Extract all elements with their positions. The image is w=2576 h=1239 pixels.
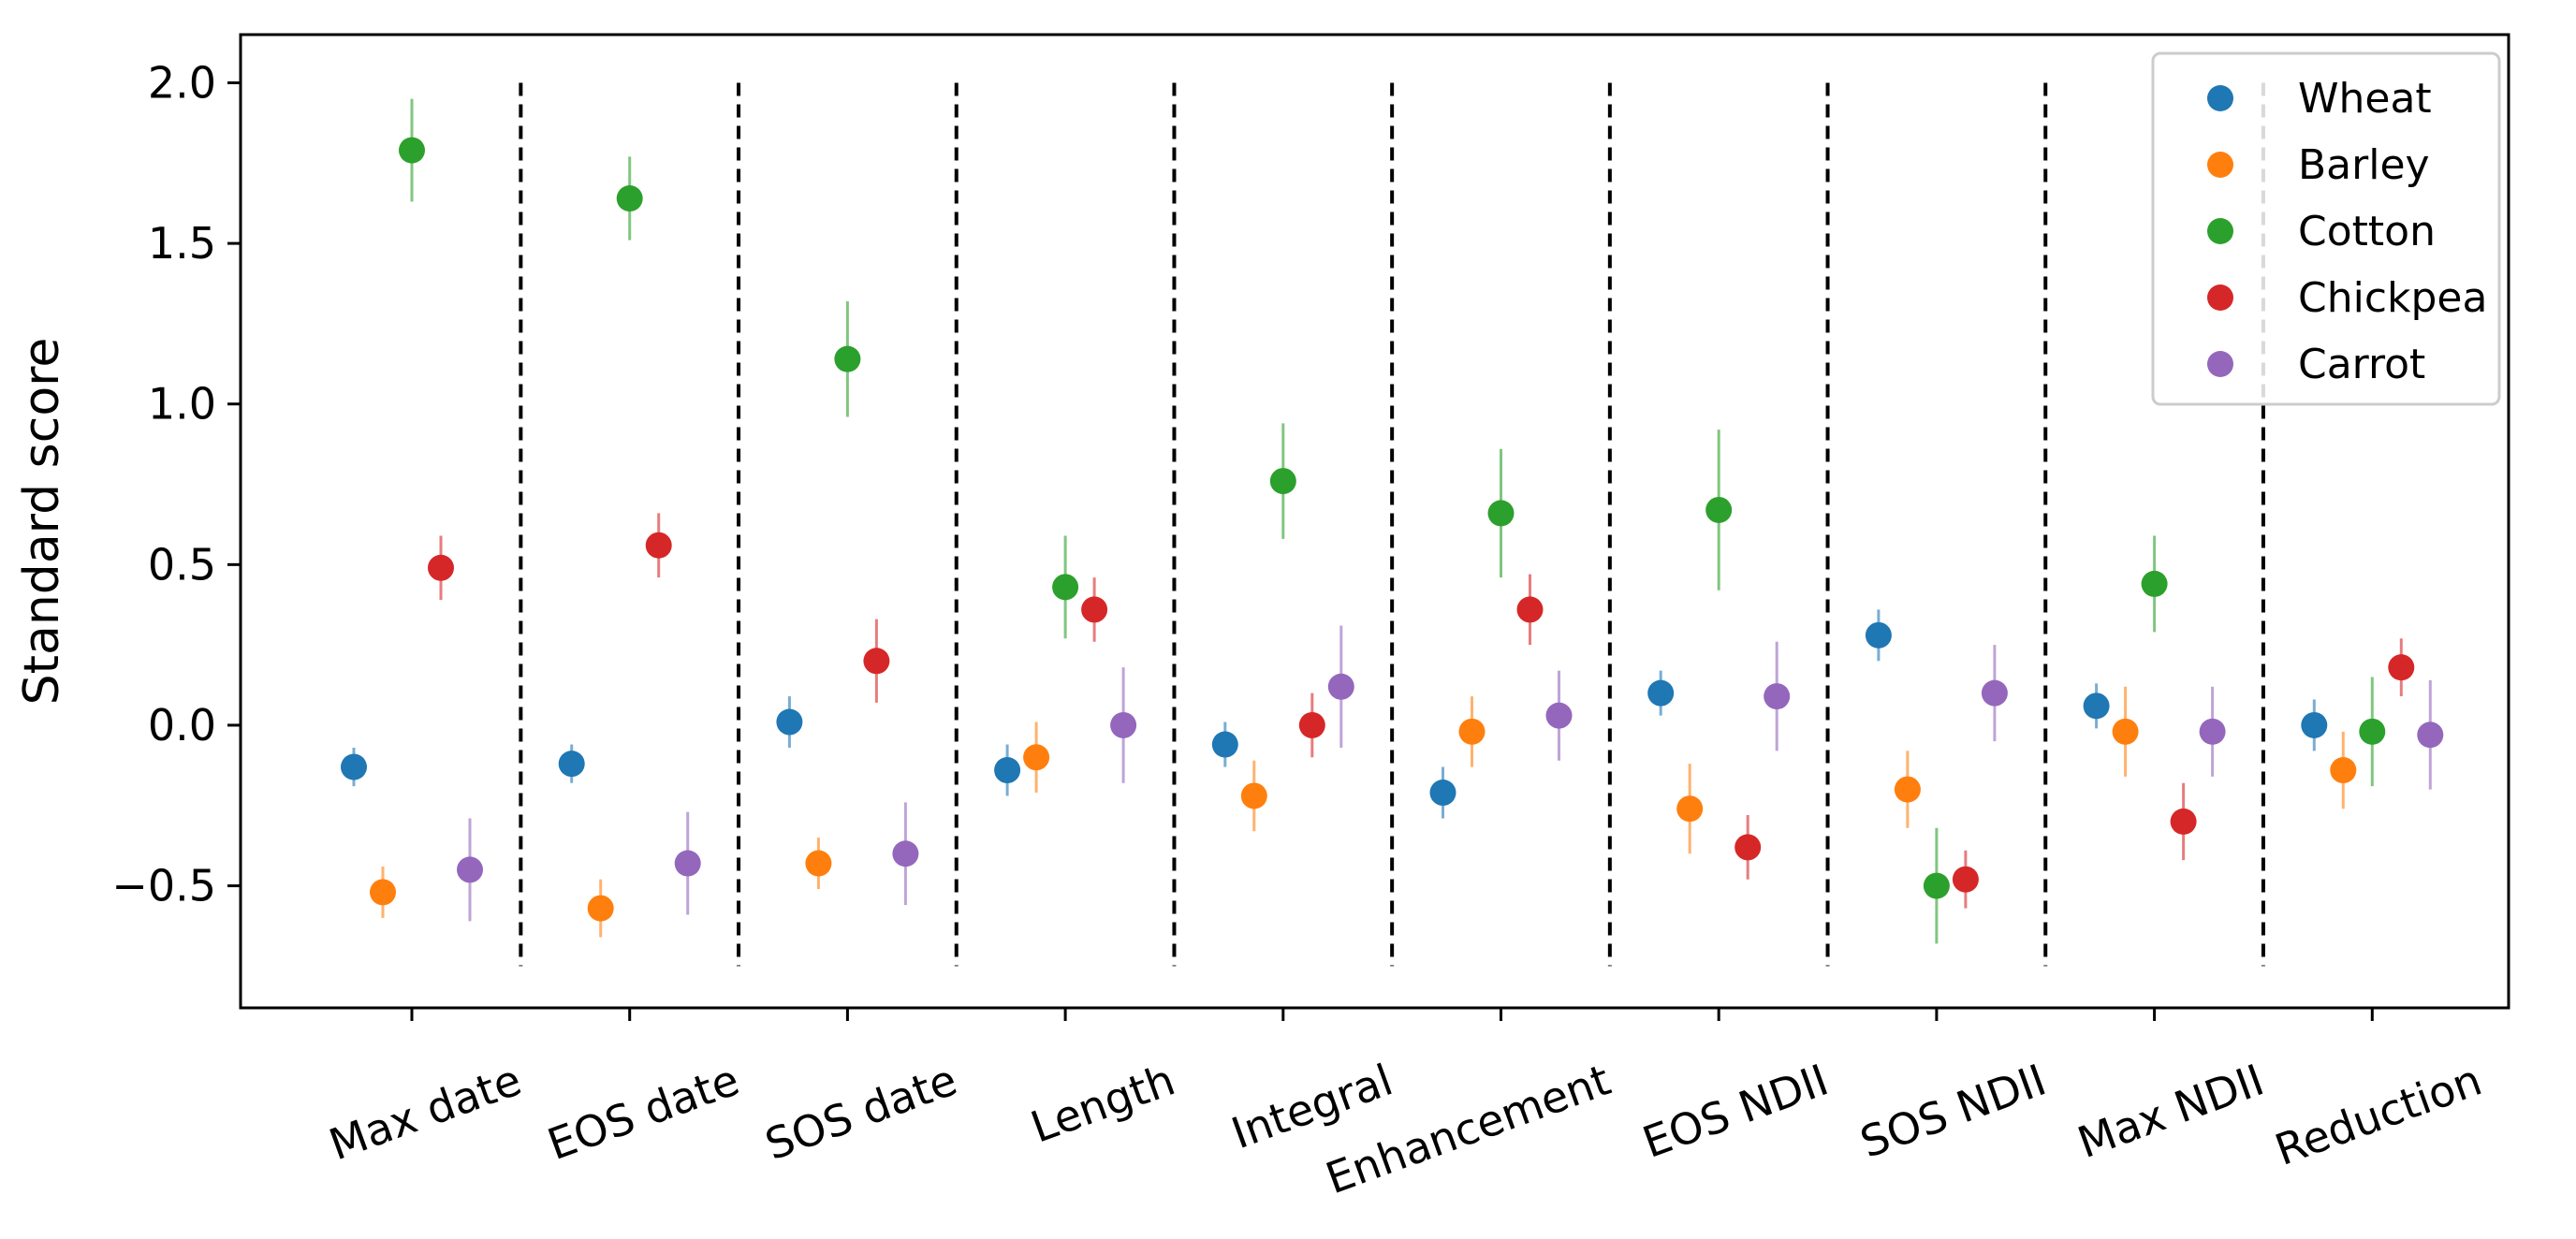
y-tick-label: 0.0 xyxy=(148,700,216,751)
legend-label: Wheat xyxy=(2298,75,2432,123)
data-point xyxy=(1516,596,1544,623)
data-point xyxy=(2199,718,2226,745)
data-point xyxy=(1545,702,1573,729)
legend-marker xyxy=(2207,351,2233,377)
y-tick-label: 1.0 xyxy=(148,379,216,430)
data-point xyxy=(1458,718,1486,745)
data-point xyxy=(2388,654,2415,681)
data-point xyxy=(1647,679,1675,707)
y-tick-label: 2.0 xyxy=(148,57,216,108)
data-point xyxy=(457,856,483,883)
legend-marker xyxy=(2207,152,2233,178)
x-axis: Max date EOS date SOS date Length IntegralEn… xyxy=(323,1008,2488,1203)
data-marks xyxy=(341,98,2444,944)
data-point xyxy=(1981,679,2008,707)
data-point xyxy=(645,532,672,559)
data-point xyxy=(370,879,396,906)
data-point xyxy=(587,895,614,922)
data-point xyxy=(1734,834,1762,861)
data-point xyxy=(2083,692,2110,720)
data-point xyxy=(428,554,454,581)
legend-label: Chickpea xyxy=(2298,274,2487,322)
x-tick-label: Reduction xyxy=(2268,1055,2488,1175)
data-point xyxy=(1894,776,1921,803)
data-point xyxy=(1676,795,1704,823)
data-point xyxy=(2170,808,2197,835)
legend-marker xyxy=(2207,284,2233,311)
data-point xyxy=(2359,718,2386,745)
data-point xyxy=(2141,570,2168,597)
data-point xyxy=(674,850,701,877)
series-carrot xyxy=(457,625,2444,922)
data-point xyxy=(1764,683,1791,710)
data-point xyxy=(1211,731,1238,758)
data-point xyxy=(1298,711,1325,738)
legend-label: Cotton xyxy=(2298,208,2436,255)
legend-label: Carrot xyxy=(2298,341,2425,388)
data-point xyxy=(2112,718,2139,745)
data-point xyxy=(1269,468,1296,495)
data-point xyxy=(1327,673,1354,700)
data-point xyxy=(1052,574,1079,601)
y-tick-label: 0.5 xyxy=(148,539,216,590)
legend-box xyxy=(2151,51,2501,406)
legend: Wheat Barley Cotton Chickpea Carrot xyxy=(2151,51,2501,406)
data-point xyxy=(1429,780,1456,807)
series-barley xyxy=(370,686,2357,938)
data-point xyxy=(1081,596,1108,623)
x-tick-label: Max NDII xyxy=(2071,1055,2271,1168)
category-separators xyxy=(519,82,2265,967)
y-axis: −0.5 0.0 0.5 1.0 1.5 2.0 xyxy=(111,57,241,911)
legend-marker xyxy=(2207,85,2233,111)
x-tick-label: SOS NDII xyxy=(1853,1055,2052,1168)
x-tick-label: Length xyxy=(1024,1055,1181,1153)
x-tick-label: EOS NDII xyxy=(1636,1055,1835,1168)
data-point xyxy=(399,137,425,164)
data-point xyxy=(1487,500,1515,527)
data-point xyxy=(892,840,919,867)
data-point xyxy=(2301,711,2328,738)
y-tick-label: −0.5 xyxy=(111,861,216,911)
x-tick-label: EOS date xyxy=(541,1055,745,1171)
legend-marker xyxy=(2207,218,2233,244)
data-point xyxy=(2330,757,2357,784)
data-point xyxy=(834,345,861,372)
data-point xyxy=(2417,722,2444,749)
data-point xyxy=(341,753,367,780)
y-tick-label: 1.5 xyxy=(148,218,216,269)
data-point xyxy=(1952,866,1979,893)
legend-label: Barley xyxy=(2298,141,2430,189)
data-point xyxy=(863,648,890,675)
data-point xyxy=(616,185,643,212)
data-point xyxy=(1240,782,1267,809)
data-point xyxy=(1110,711,1137,738)
series-wheat xyxy=(341,609,2328,819)
data-point xyxy=(776,708,803,736)
data-point xyxy=(805,850,832,877)
series-cotton xyxy=(399,98,2386,944)
data-point xyxy=(1705,496,1733,523)
data-point xyxy=(558,751,585,778)
series-chickpea xyxy=(428,513,2415,909)
data-point xyxy=(994,757,1021,784)
data-point xyxy=(1865,621,1892,649)
data-point xyxy=(1923,872,1950,899)
x-tick-label: SOS date xyxy=(759,1055,964,1171)
x-tick-label: Max date xyxy=(323,1055,528,1171)
y-axis-title: Standard score xyxy=(14,338,70,706)
data-point xyxy=(1023,744,1050,771)
